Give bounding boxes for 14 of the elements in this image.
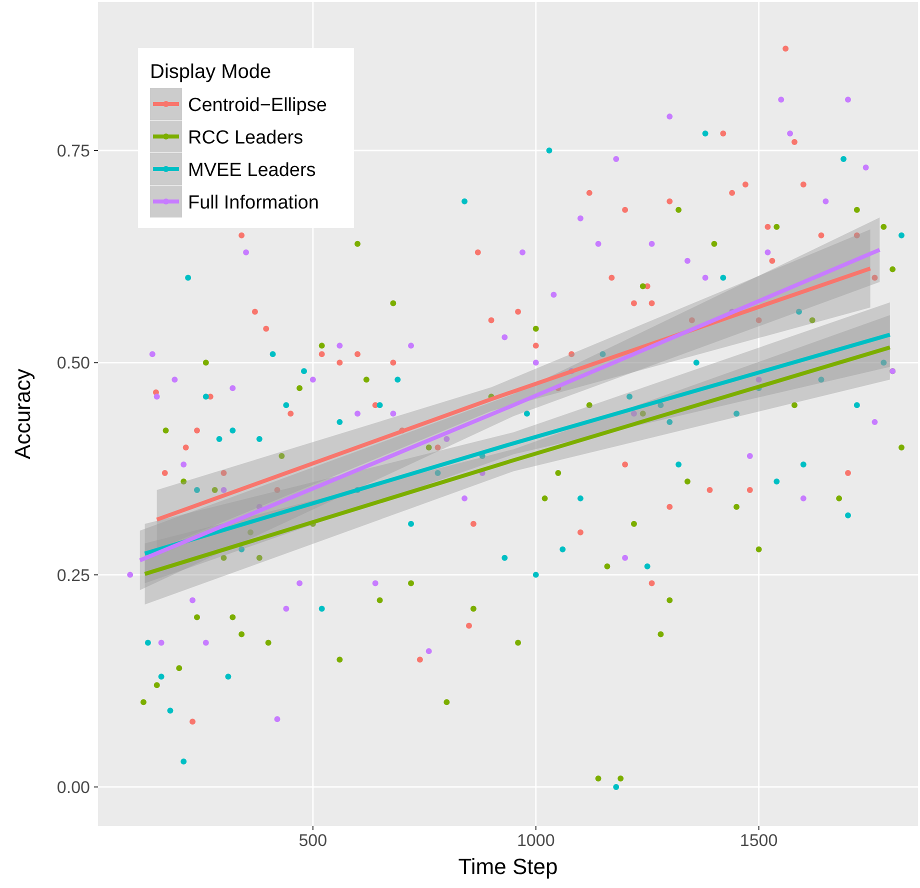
x-axis-title: Time Step xyxy=(458,854,558,879)
x-tick-label: 1000 xyxy=(516,831,555,850)
y-axis-title: Accuracy xyxy=(10,368,35,460)
y-tick-label: 0.25 xyxy=(56,566,90,585)
y-tick-label: 0.50 xyxy=(56,354,90,373)
y-tick-label: 0.75 xyxy=(56,142,90,161)
legend-label: Full Information xyxy=(188,192,319,214)
legend-label: Centroid−Ellipse xyxy=(188,95,327,116)
y-tick-label: 0.00 xyxy=(56,778,90,797)
legend-title: Display Mode xyxy=(150,61,272,83)
x-tick-label: 500 xyxy=(298,831,328,850)
x-tick-label: 1500 xyxy=(740,831,778,850)
legend-label: RCC Leaders xyxy=(188,128,304,148)
legend-label: MVEE Leaders xyxy=(188,160,316,181)
